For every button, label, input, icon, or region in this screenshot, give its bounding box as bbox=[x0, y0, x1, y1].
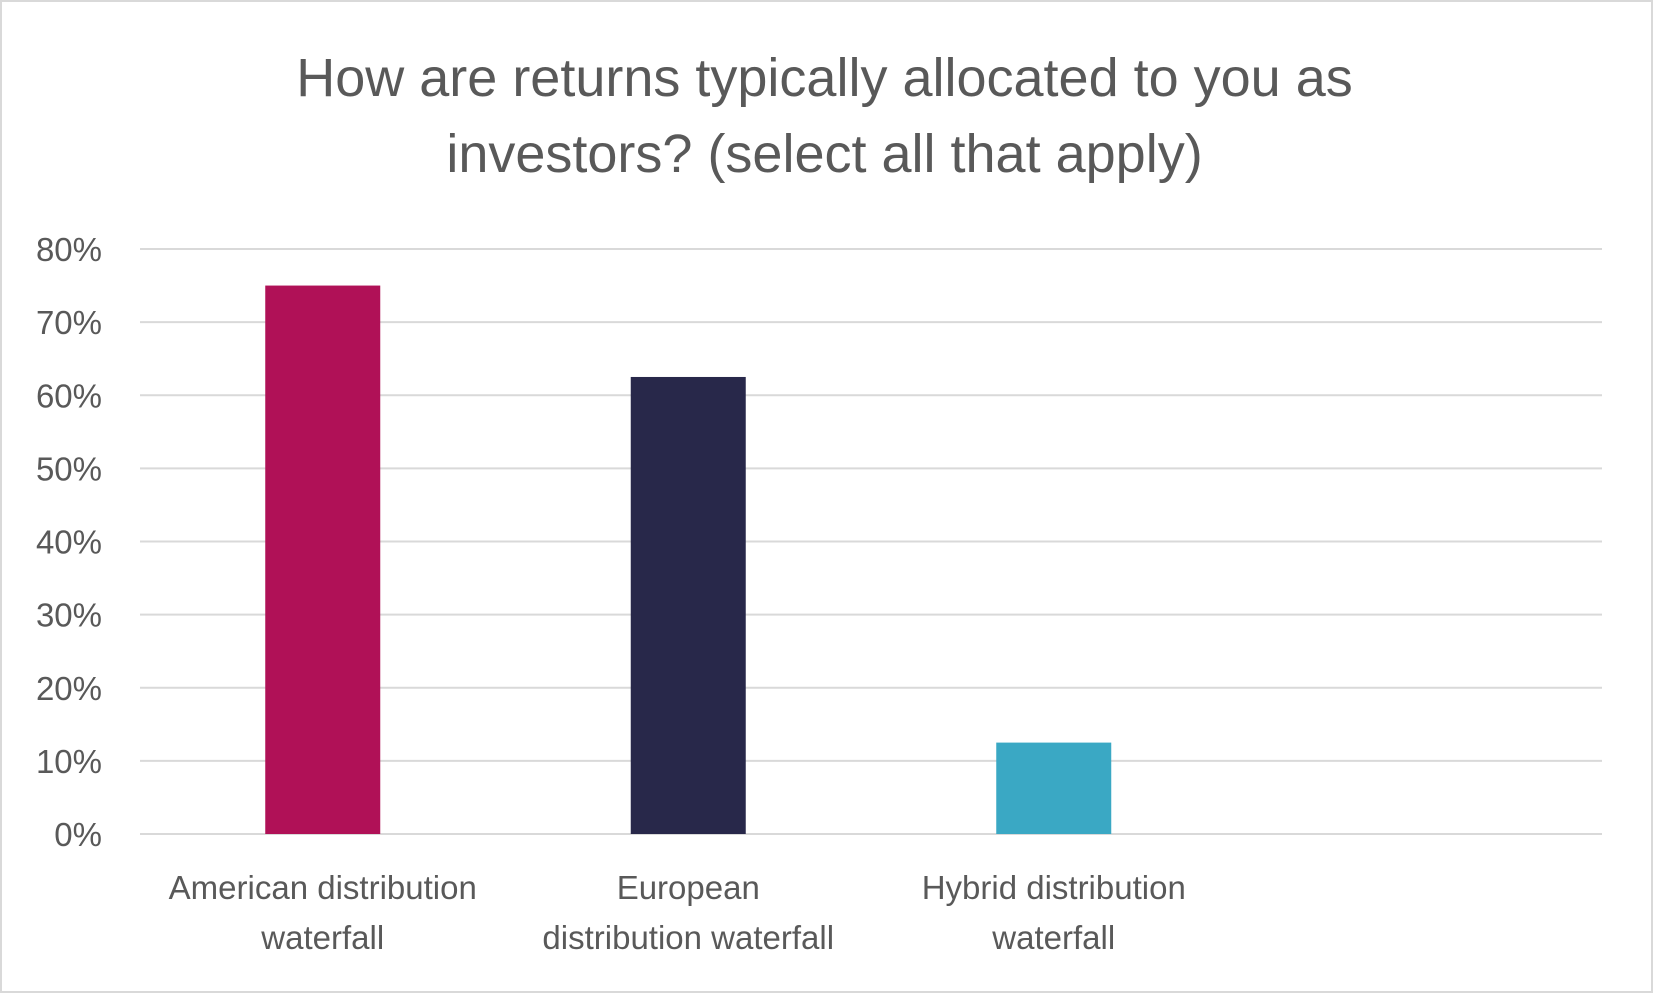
x-category-label: Hybrid distribution bbox=[922, 869, 1186, 906]
y-tick-label: 40% bbox=[36, 524, 102, 561]
gridlines bbox=[140, 248, 1602, 835]
y-tick-label: 50% bbox=[36, 450, 102, 487]
y-tick-label: 30% bbox=[36, 597, 102, 634]
y-tick-label: 20% bbox=[36, 670, 102, 707]
x-category-label: waterfall bbox=[991, 919, 1115, 956]
chart-title: How are returns typically allocated to y… bbox=[296, 48, 1353, 184]
x-axis-category-labels: American distribution waterfall European di… bbox=[169, 869, 1186, 956]
bar bbox=[265, 285, 381, 834]
x-category-label: waterfall bbox=[260, 919, 384, 956]
y-tick-label: 70% bbox=[36, 304, 102, 341]
x-category-label: American distribution bbox=[169, 869, 477, 906]
y-axis-tick-labels: 0% 10% 20% 30% 40% 50% 60% 70% 80% bbox=[36, 231, 102, 853]
bar bbox=[630, 376, 746, 834]
y-tick-label: 60% bbox=[36, 377, 102, 414]
y-tick-label: 0% bbox=[54, 816, 102, 853]
x-category-label: European bbox=[617, 869, 760, 906]
bar bbox=[996, 742, 1112, 834]
y-tick-label: 10% bbox=[36, 743, 102, 780]
y-tick-label: 80% bbox=[36, 231, 102, 268]
x-category-label: distribution waterfall bbox=[542, 919, 834, 956]
bars bbox=[265, 285, 1112, 834]
